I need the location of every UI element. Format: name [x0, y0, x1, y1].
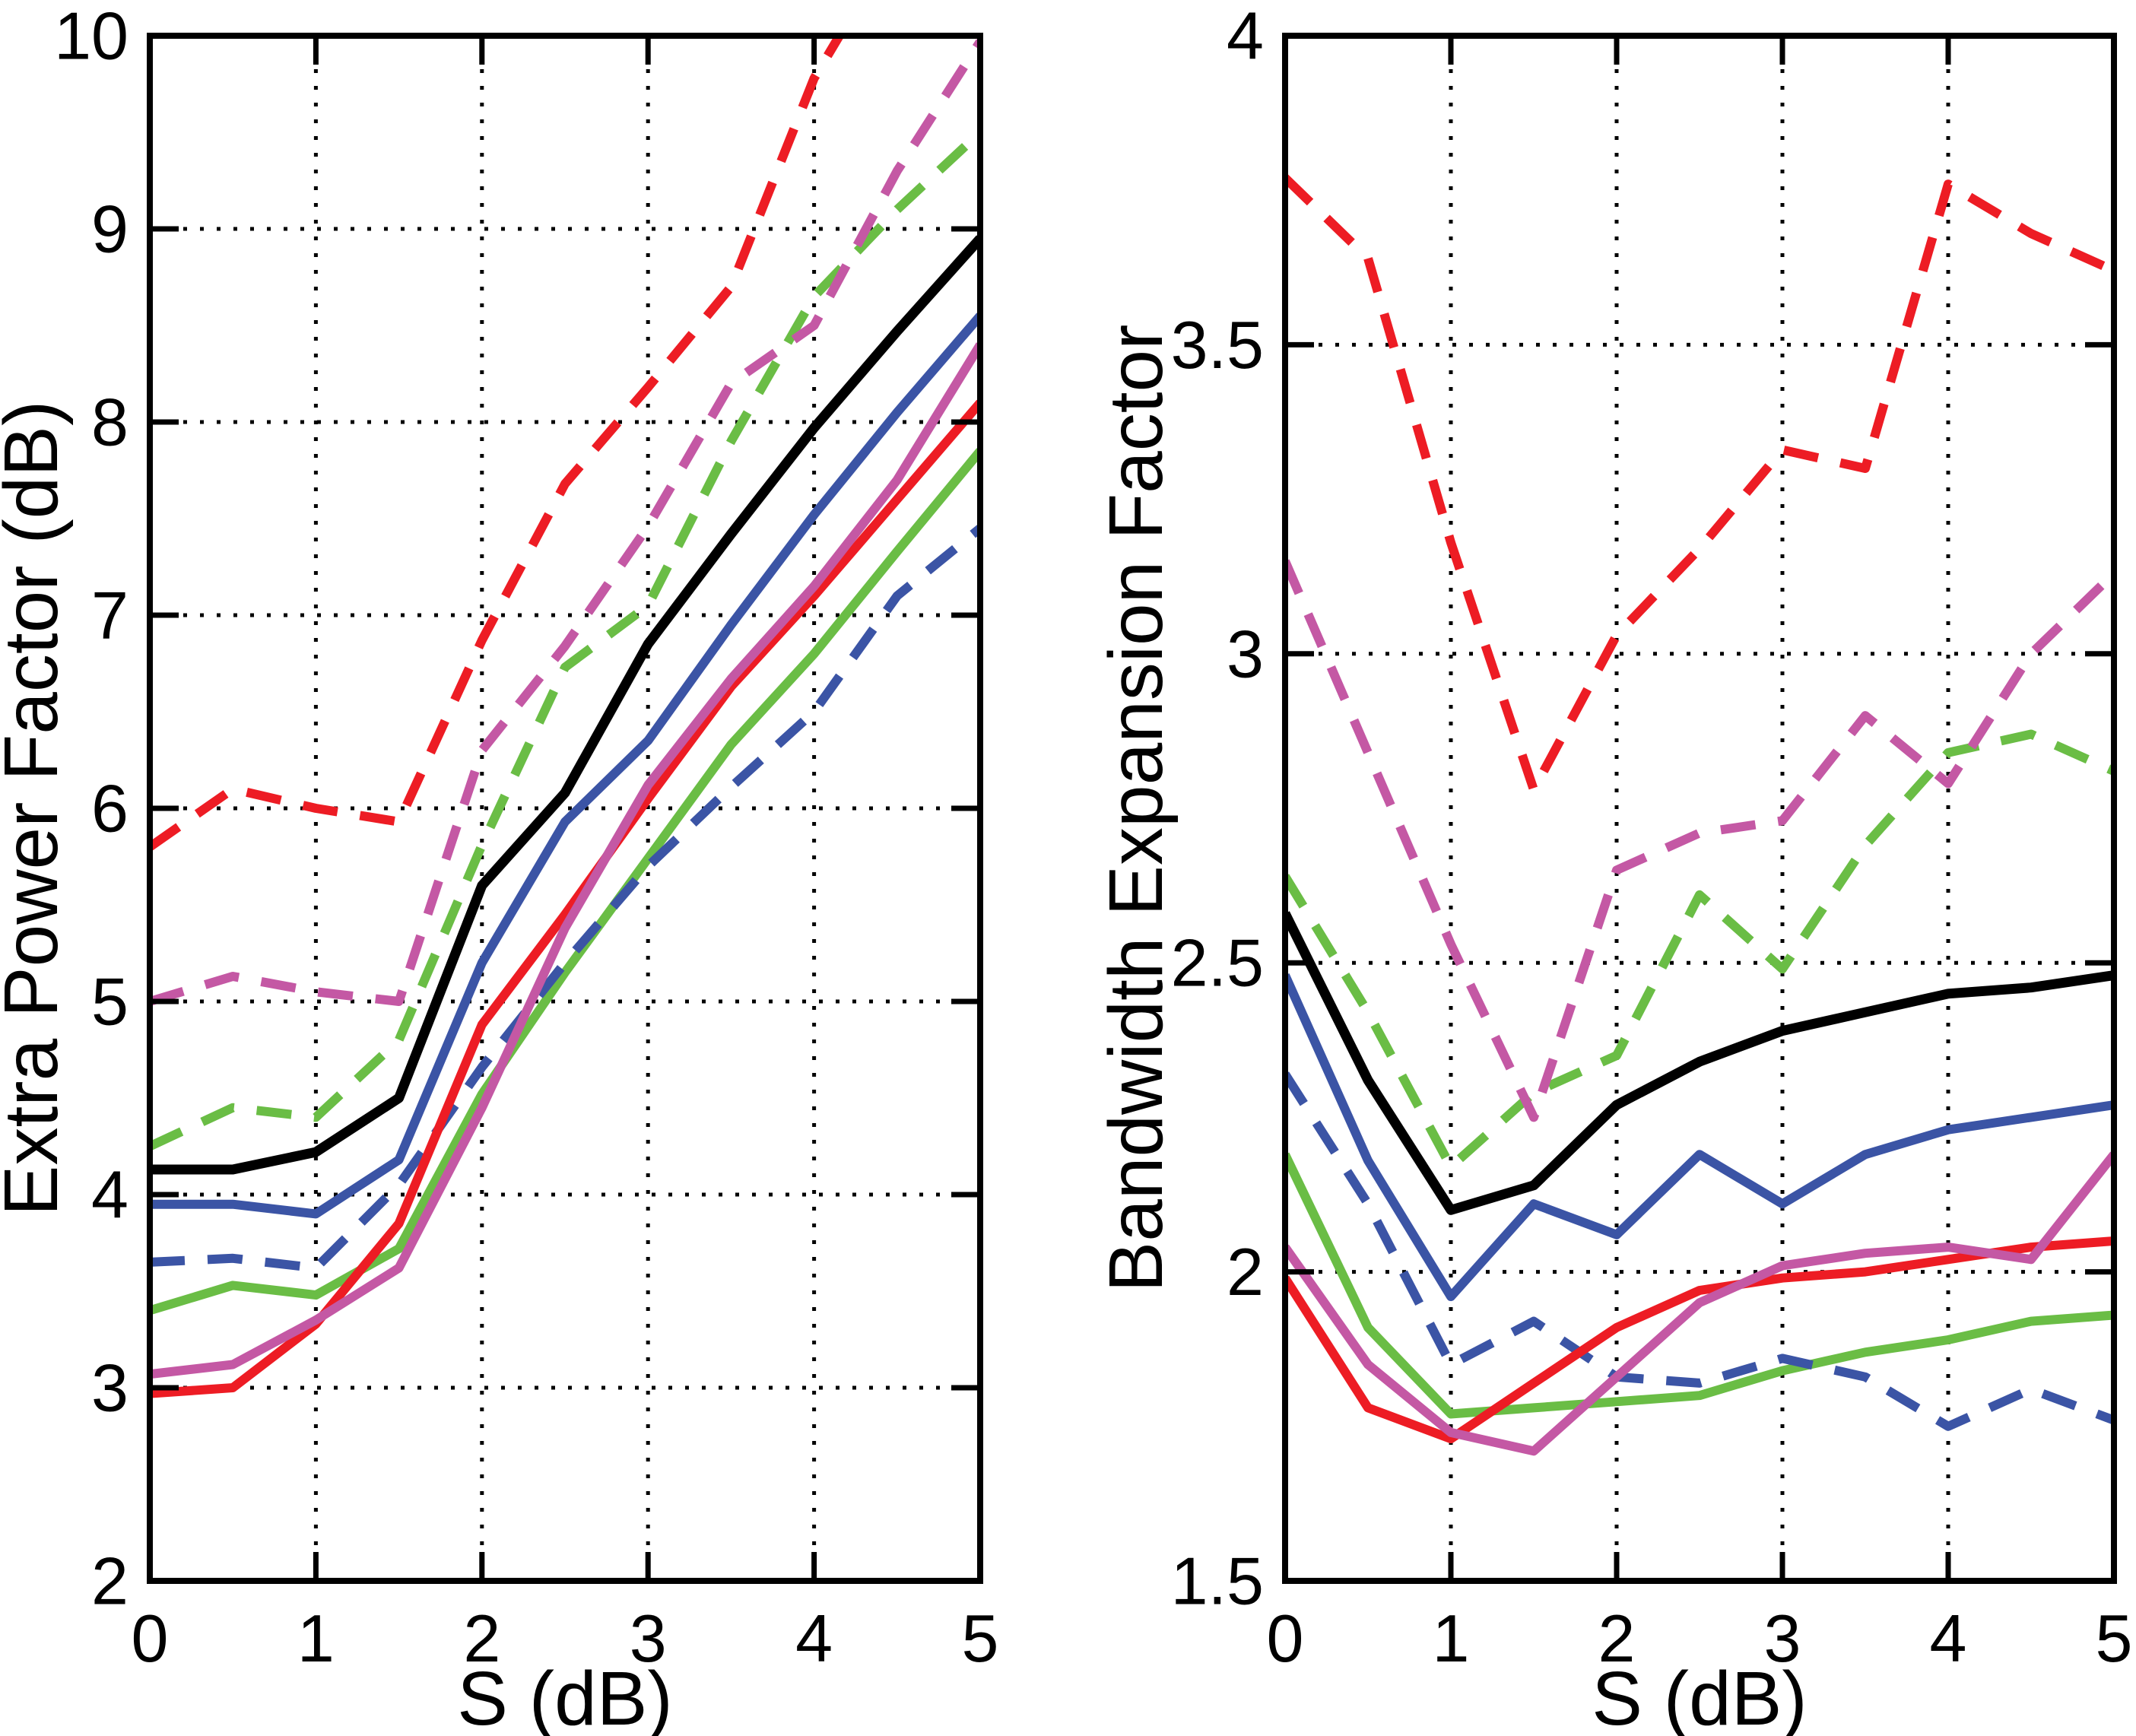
left-xtick-label-4: 4: [795, 1601, 833, 1676]
right-y-axis-title: Bandwidth Expansion Factor: [1093, 325, 1179, 1293]
left-xtick-label-2: 2: [463, 1601, 500, 1676]
left-series-green-dashed-line: [150, 129, 980, 1150]
left-xtick-label-0: 0: [132, 1601, 169, 1676]
left-ytick-label-3: 3: [91, 1350, 129, 1426]
left-ytick-label-10: 10: [54, 0, 129, 74]
left-ytick-label-2: 2: [91, 1544, 129, 1619]
left-ytick-label-8: 8: [91, 385, 129, 460]
left-series-magenta-dashed-line: [150, 39, 980, 1006]
right-xtick-label-5: 5: [2096, 1601, 2133, 1676]
left-series-black-solid-line: [150, 235, 980, 1175]
right-ytick-label-1.5: 1.5: [1171, 1544, 1264, 1619]
left-ytick-label-9: 9: [91, 192, 129, 267]
right-series-blue-solid-line: [1285, 973, 2114, 1302]
left-y-axis-title: Extra Power Factor (dB): [0, 401, 74, 1217]
right-series-green-solid-line: [1285, 1152, 2114, 1419]
right-series-black-solid-line: [1285, 911, 2114, 1215]
right-x-axis-title: S (dB): [1592, 1656, 1807, 1736]
right-ytick-label-3: 3: [1227, 616, 1264, 691]
left-xtick-label-1: 1: [297, 1601, 335, 1676]
right-ytick-label-3.5: 3.5: [1171, 307, 1264, 382]
left-series-blue-solid-line: [150, 313, 980, 1219]
left-series-group: [150, 36, 980, 1398]
right-xtick-label-0: 0: [1267, 1601, 1304, 1676]
right-axes-box: [1282, 33, 2117, 1584]
left-series-red-dashed-line: [150, 36, 845, 851]
left-series-green-solid-line: [150, 448, 980, 1315]
left-ytick-label-4: 4: [91, 1157, 129, 1233]
right-ytick-label-2: 2: [1227, 1234, 1264, 1309]
left-xtick-label-3: 3: [630, 1601, 667, 1676]
right-series-group: [1285, 174, 2114, 1456]
right-series-magenta-solid-line: [1285, 1151, 2114, 1456]
left-xtick-label-5: 5: [962, 1601, 999, 1676]
right-xtick-label-1: 1: [1433, 1601, 1470, 1676]
left-ytick-label-7: 7: [91, 578, 129, 653]
left-ytick-label-6: 6: [91, 771, 129, 846]
left-x-axis-title: S (dB): [457, 1656, 672, 1736]
right-ytick-label-4: 4: [1227, 0, 1264, 74]
right-xtick-label-4: 4: [1930, 1601, 1967, 1676]
right-xtick-label-2: 2: [1598, 1601, 1636, 1676]
right-xtick-label-3: 3: [1764, 1601, 1801, 1676]
left-series-red-solid-line: [150, 399, 980, 1398]
left-ytick-label-5: 5: [91, 964, 129, 1039]
right-series-magenta-dashed-line: [1285, 559, 2114, 1122]
right-ytick-label-2.5: 2.5: [1171, 925, 1264, 1001]
right-series-red-dashed-line: [1285, 174, 2114, 795]
left-series-magenta-solid-line: [150, 342, 980, 1379]
left-series-blue-dashed-line: [150, 525, 980, 1273]
right-series-blue-dashed-line: [1285, 1071, 2114, 1431]
